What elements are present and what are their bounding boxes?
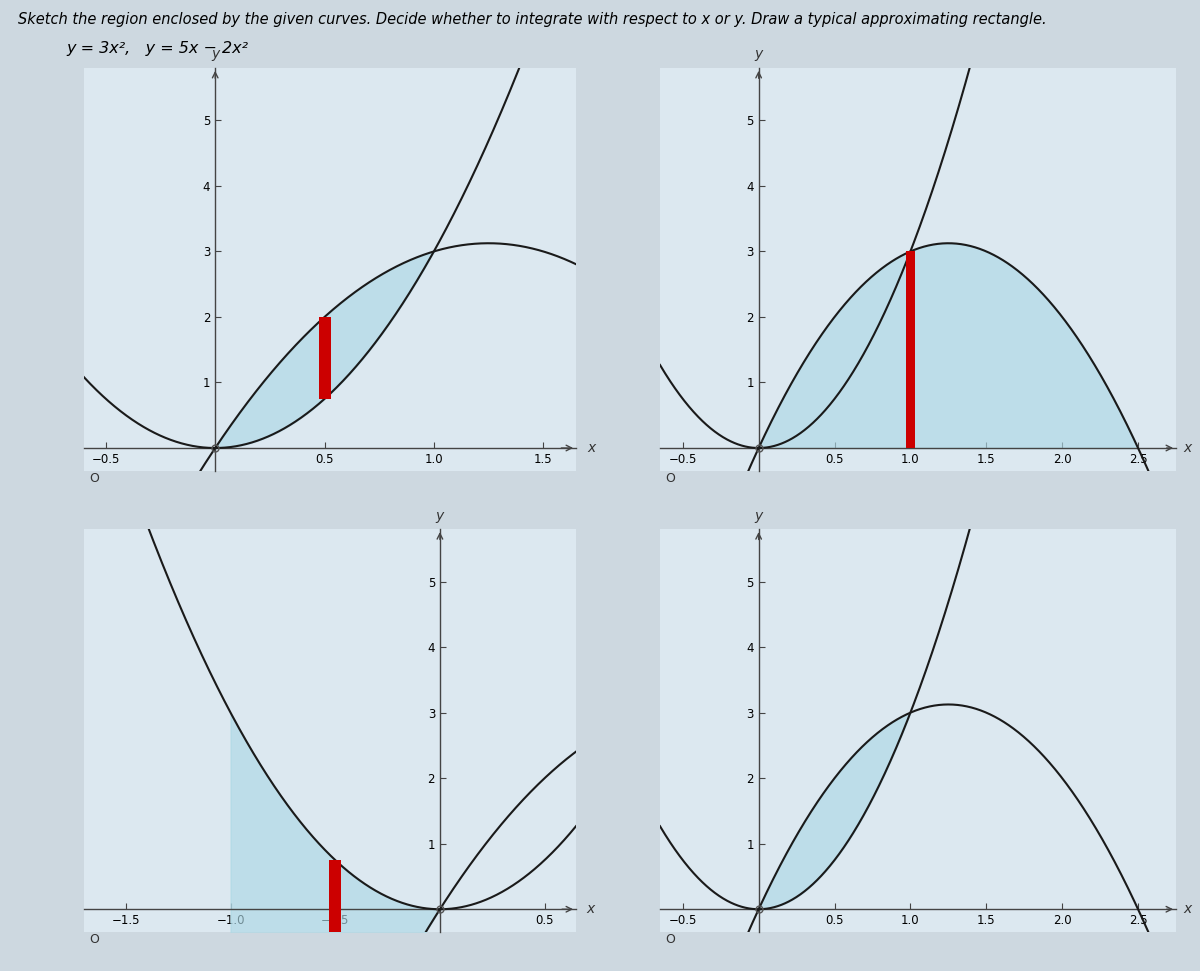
Text: O: O [89,933,98,947]
Text: O: O [665,472,676,486]
Text: Sketch the region enclosed by the given curves. Decide whether to integrate with: Sketch the region enclosed by the given … [18,12,1046,26]
Text: O: O [89,472,98,486]
Text: O: O [665,933,676,947]
Bar [906,251,914,448]
Text: y: y [436,509,444,522]
Text: y: y [211,48,220,61]
Text: x: x [587,902,595,917]
Text: x: x [1183,441,1192,455]
Text: y: y [755,509,763,522]
Bar [318,317,330,399]
Text: x: x [587,441,595,455]
Bar [330,860,341,971]
Text: y = 3x²,   y = 5x − 2x²: y = 3x², y = 5x − 2x² [66,41,248,55]
Text: y: y [755,48,763,61]
Text: x: x [1183,902,1192,917]
